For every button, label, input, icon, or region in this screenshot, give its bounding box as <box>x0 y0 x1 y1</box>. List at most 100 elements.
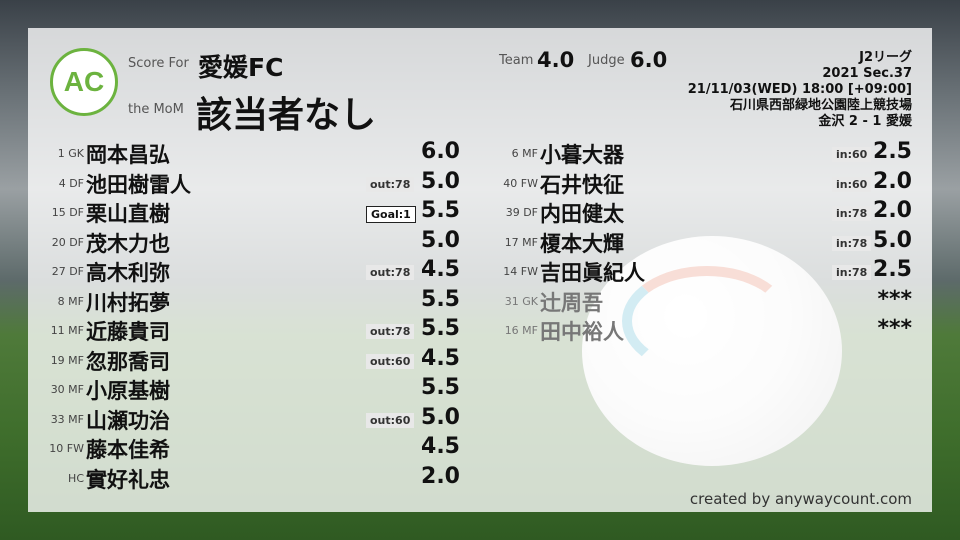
player-number-position: 27 DF <box>51 265 84 278</box>
player-name: 池田樹雷人 <box>86 172 191 197</box>
player-row: 10 FW 藤本佳希 4.5 <box>28 434 460 462</box>
player-row: HC 實好礼忠 2.0 <box>28 464 460 492</box>
player-score: 5.5 <box>421 286 460 312</box>
player-number-position: 16 MF <box>504 324 538 337</box>
player-score: 5.0 <box>421 168 460 194</box>
player-name: 近藤貴司 <box>86 320 170 344</box>
player-score: 4.5 <box>421 434 460 459</box>
judge-score: 6.0 <box>630 48 668 72</box>
sub-badge: in:60 <box>832 147 872 162</box>
player-score: 4.5 <box>421 257 460 282</box>
player-number-position: 33 MF <box>50 412 84 426</box>
sub-badge: out:78 <box>366 324 415 339</box>
player-score: 2.5 <box>873 139 912 164</box>
sub-badge: out:78 <box>366 176 415 192</box>
player-number-position: 8 MF <box>57 294 84 308</box>
sub-badge: in:78 <box>832 206 872 221</box>
player-name: 實好礼忠 <box>86 467 170 492</box>
score-for-label: Score For <box>128 56 189 71</box>
player-number-position: 11 MF <box>50 324 84 337</box>
player-row: 40 FW 石井快征 in:60 2.0 <box>482 169 912 197</box>
player-row: 20 DF 茂木力也 5.0 <box>28 228 460 256</box>
result: 金沢 2 - 1 愛媛 <box>818 114 912 129</box>
player-name: 山瀬功治 <box>86 408 170 433</box>
sub-badge: out:60 <box>366 353 415 369</box>
player-row: 11 MF 近藤貴司 out:78 5.5 <box>28 316 460 344</box>
player-number-position: 10 FW <box>49 442 84 455</box>
player-name: 小暮大器 <box>540 143 624 167</box>
player-row: 27 DF 高木利弥 out:78 4.5 <box>28 257 460 285</box>
mom-label: the MoM <box>128 102 184 117</box>
match-info: J2リーグ 2021 Sec.37 21/11/03(WED) 18:00 [+… <box>688 50 912 130</box>
player-row: 39 DF 内田健太 in:78 2.0 <box>482 198 912 226</box>
player-row: 31 GK 辻周吾 *** <box>482 287 912 315</box>
player-score: 2.0 <box>873 198 912 223</box>
player-row: 8 MF 川村拓夢 5.5 <box>28 287 460 315</box>
player-name: 小原基樹 <box>86 379 170 403</box>
score-panel <box>28 28 932 512</box>
player-name: 吉田眞紀人 <box>540 261 645 285</box>
team-name: 愛媛FC <box>198 53 284 82</box>
player-number-position: 4 DF <box>58 176 84 190</box>
team-label: Team <box>499 53 534 68</box>
player-score: 5.0 <box>421 404 460 430</box>
player-row: 15 DF 栗山直樹 Goal:1 5.5 <box>28 198 460 226</box>
player-row: 17 MF 榎本大輝 in:78 5.0 <box>482 228 912 256</box>
player-name: 高木利弥 <box>86 261 170 285</box>
player-name: 岡本昌弘 <box>86 143 170 167</box>
player-score: 2.0 <box>873 168 912 194</box>
player-name: 辻周吾 <box>540 290 603 315</box>
footer-credit: created by anywaycount.com <box>689 490 912 508</box>
sub-badge: in:78 <box>832 265 872 280</box>
venue: 石川県西部緑地公園陸上競技場 <box>729 98 912 113</box>
player-number-position: 39 DF <box>505 206 538 219</box>
player-score: 5.5 <box>421 375 460 400</box>
mom-value: 該当者なし <box>196 95 377 136</box>
player-score: 5.0 <box>873 227 912 253</box>
player-name: 榎本大輝 <box>540 231 624 256</box>
player-number-position: 30 MF <box>50 383 84 396</box>
player-number-position: HC <box>68 471 84 485</box>
player-row: 1 GK 岡本昌弘 6.0 <box>28 139 460 167</box>
sub-badge: in:78 <box>832 235 872 251</box>
datetime: 21/11/03(WED) 18:00 [+09:00] <box>687 82 912 97</box>
player-score: *** <box>877 286 912 312</box>
judge-label: Judge <box>588 53 625 68</box>
player-row: 19 MF 忽那喬司 out:60 4.5 <box>28 346 460 374</box>
team-score: 4.0 <box>537 48 575 72</box>
sub-badge: out:60 <box>366 412 415 428</box>
player-name: 栗山直樹 <box>86 202 170 226</box>
section: 2021 Sec.37 <box>822 66 912 81</box>
player-name: 内田健太 <box>540 202 624 226</box>
player-row: 4 DF 池田樹雷人 out:78 5.0 <box>28 169 460 197</box>
player-score: 6.0 <box>421 139 460 164</box>
player-name: 川村拓夢 <box>86 290 170 315</box>
player-score: 5.5 <box>421 316 460 341</box>
player-row: 14 FW 吉田眞紀人 in:78 2.5 <box>482 257 912 285</box>
player-name: 石井快征 <box>540 172 624 197</box>
anywaycount-logo: AC <box>50 48 118 116</box>
player-score: 5.5 <box>421 198 460 223</box>
player-number-position: 31 GK <box>504 294 538 308</box>
player-number-position: 15 DF <box>51 206 84 219</box>
player-score: 2.0 <box>421 463 460 489</box>
player-number-position: 20 DF <box>51 235 84 249</box>
player-score: *** <box>877 316 912 341</box>
player-number-position: 40 FW <box>503 176 538 190</box>
player-name: 茂木力也 <box>86 231 170 256</box>
player-name: 忽那喬司 <box>86 349 170 374</box>
sub-badge: Goal:1 <box>366 206 416 223</box>
player-number-position: 17 MF <box>504 235 538 249</box>
player-score: 2.5 <box>873 257 912 282</box>
player-number-position: 19 MF <box>50 353 84 367</box>
player-number-position: 14 FW <box>503 265 538 278</box>
player-name: 藤本佳希 <box>86 438 170 462</box>
player-score: 5.0 <box>421 227 460 253</box>
player-name: 田中裕人 <box>540 320 624 344</box>
sub-badge: in:60 <box>832 176 872 192</box>
league: J2リーグ <box>859 50 912 65</box>
player-row: 33 MF 山瀬功治 out:60 5.0 <box>28 405 460 433</box>
player-number-position: 1 GK <box>57 147 84 160</box>
player-number-position: 6 MF <box>511 147 538 160</box>
player-row: 16 MF 田中裕人 *** <box>482 316 912 344</box>
